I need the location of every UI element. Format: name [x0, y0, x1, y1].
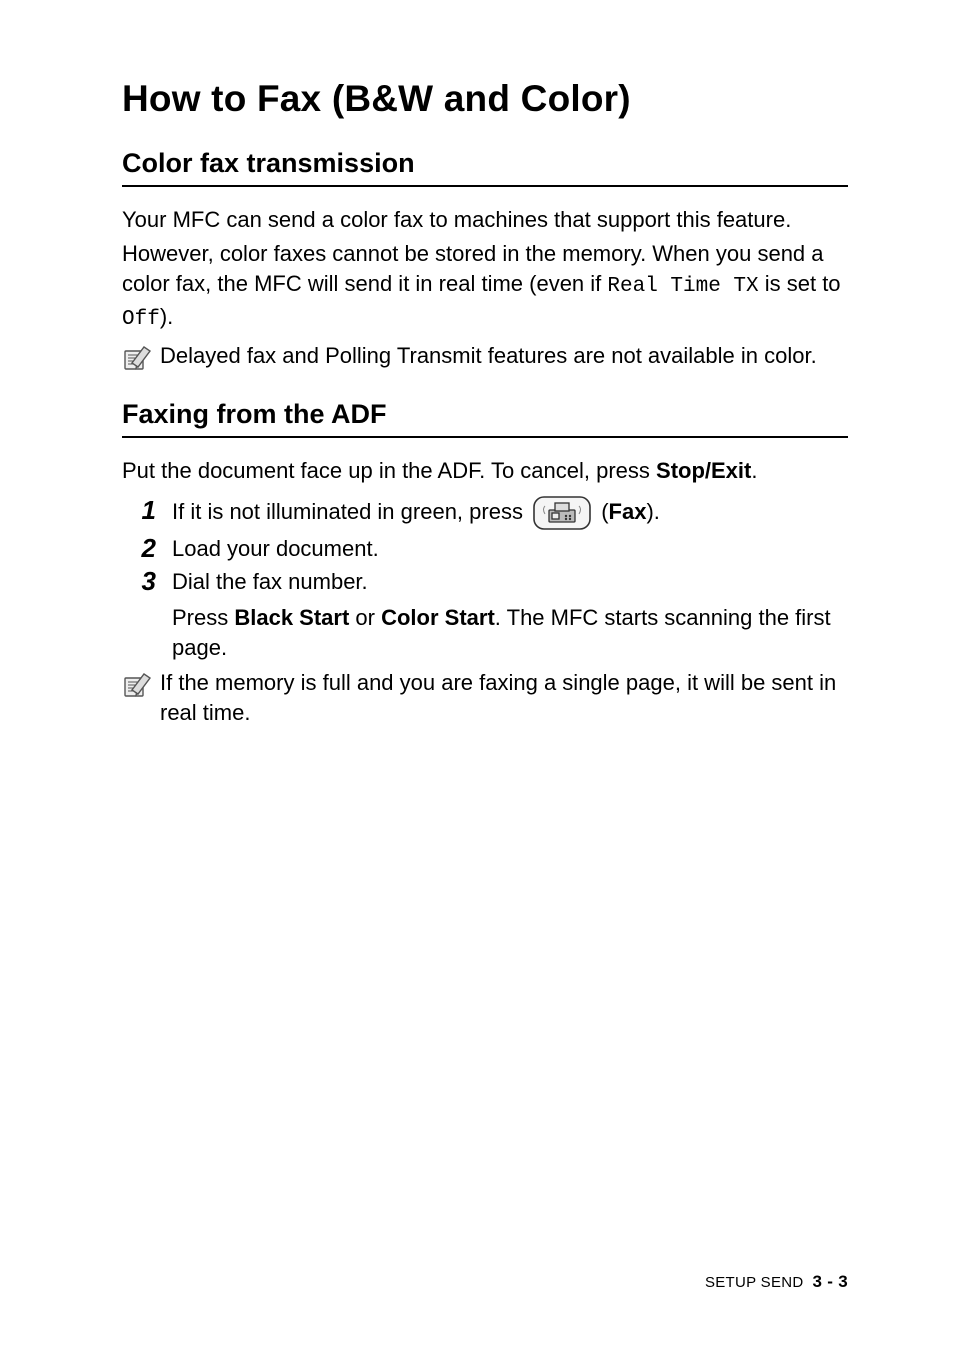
text: Press [172, 605, 234, 630]
footer-label: SETUP SEND [705, 1274, 804, 1291]
step-number: 2 [134, 534, 156, 563]
key-label-color-start: Color Start [381, 605, 495, 630]
list-item: 2 Load your document. [134, 534, 848, 564]
note-text: If the memory is full and you are faxing… [160, 668, 848, 727]
note-icon [122, 343, 154, 373]
paragraph: However, color faxes cannot be stored in… [122, 239, 848, 335]
note-text: Delayed fax and Polling Transmit feature… [160, 341, 817, 371]
step-body: Load your document. [172, 534, 848, 564]
step-body: If it is not illuminated in green, press [172, 496, 848, 530]
text: ). [646, 498, 659, 523]
page-title: How to Fax (B&W and Color) [122, 78, 848, 120]
step-number: 3 [134, 567, 156, 596]
page: How to Fax (B&W and Color) Color fax tra… [0, 0, 954, 1352]
text: ( [601, 498, 608, 523]
page-number: 3 - 3 [812, 1272, 848, 1291]
page-footer: SETUP SEND 3 - 3 [705, 1272, 848, 1292]
key-label-black-start: Black Start [234, 605, 349, 630]
note: If the memory is full and you are faxing… [122, 668, 848, 727]
text: Dial the fax number. [172, 567, 848, 597]
text: ). [160, 304, 173, 329]
list-item: 1 If it is not illuminated in green, pre… [134, 496, 848, 530]
text: Put the document face up in the ADF. To … [122, 458, 656, 483]
code-text: Real Time TX [607, 275, 758, 298]
code-text: Off [122, 308, 160, 331]
key-label-fax: Fax [609, 498, 647, 523]
note-icon [122, 670, 154, 700]
fax-button-icon [533, 496, 591, 530]
text: is set to [759, 271, 841, 296]
paragraph: Your MFC can send a color fax to machine… [122, 205, 848, 235]
section-heading-color-fax: Color fax transmission [122, 148, 848, 187]
step-number: 1 [134, 496, 156, 525]
paragraph: Put the document face up in the ADF. To … [122, 456, 848, 486]
list-item: 3 Dial the fax number. Press Black Start… [134, 567, 848, 662]
step-body: Dial the fax number. Press Black Start o… [172, 567, 848, 662]
text: If it is not illuminated in green, press [172, 498, 529, 523]
text: . [751, 458, 757, 483]
note: Delayed fax and Polling Transmit feature… [122, 341, 848, 373]
text: Press Black Start or Color Start. The MF… [172, 603, 848, 662]
step-list: 1 If it is not illuminated in green, pre… [122, 496, 848, 663]
key-label-stop-exit: Stop/Exit [656, 458, 751, 483]
text: or [349, 605, 381, 630]
section-heading-faxing-adf: Faxing from the ADF [122, 399, 848, 438]
